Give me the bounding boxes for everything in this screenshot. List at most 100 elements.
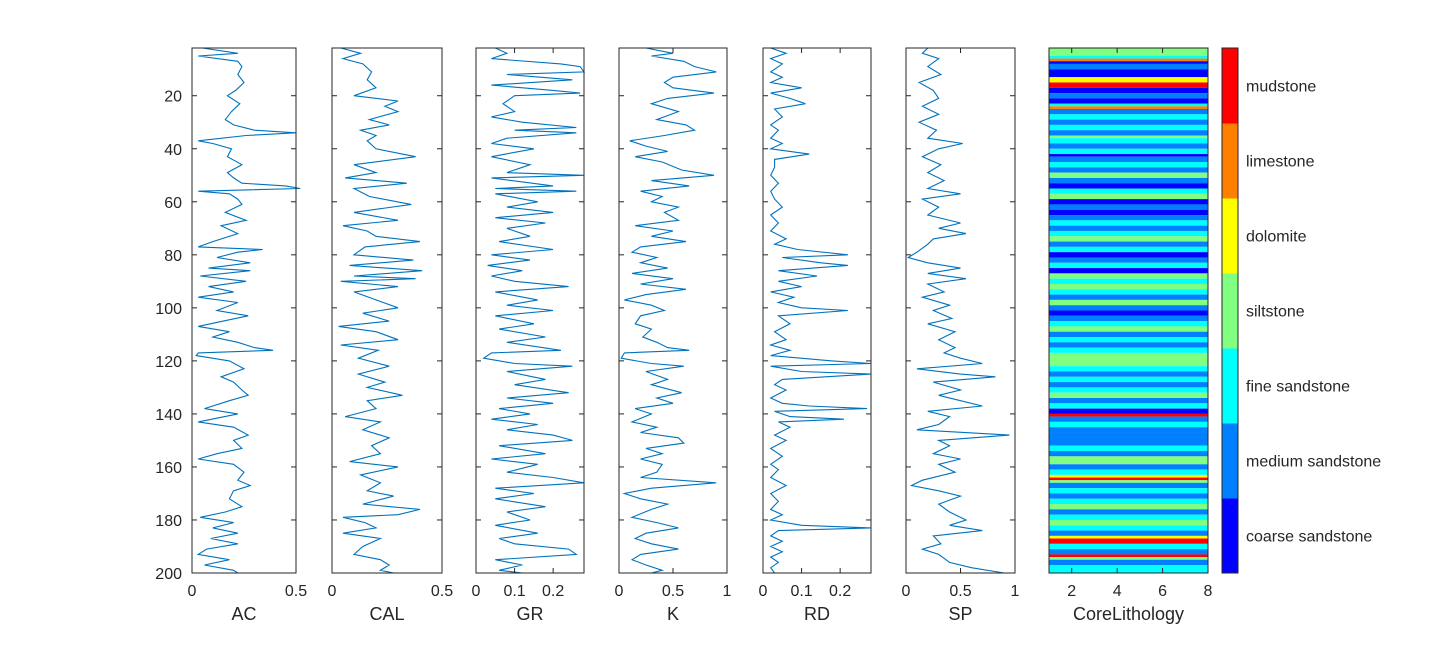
x-axis-label-gr: GR	[517, 604, 544, 624]
lithology-band	[1049, 299, 1208, 306]
lithology-band	[1049, 48, 1208, 56]
x-tick-label: 0.1	[790, 583, 812, 600]
lithology-band	[1049, 416, 1208, 422]
lithology-band	[1049, 488, 1208, 494]
lithology-band	[1049, 321, 1208, 327]
lithology-band	[1049, 445, 1208, 452]
lithology-band	[1049, 464, 1208, 470]
lithology-band	[1049, 549, 1208, 555]
lithology-band	[1049, 305, 1208, 311]
lithology-band	[1049, 77, 1208, 83]
colorbar-swatch	[1222, 198, 1238, 274]
x-tick-label: 2	[1067, 583, 1076, 600]
lithology-band	[1049, 408, 1208, 414]
lithology-band	[1049, 119, 1208, 125]
y-tick-label: 160	[155, 460, 182, 477]
lithology-band	[1049, 257, 1208, 263]
colorbar-label: limestone	[1246, 154, 1315, 171]
lithology-band	[1049, 326, 1208, 332]
lithology-colorbar: coarse sandstone medium sandstone fine san…	[1221, 47, 1381, 574]
lithology-band	[1049, 342, 1208, 348]
lithology-band	[1049, 283, 1208, 290]
x-tick-label: 0	[328, 583, 337, 600]
x-tick-label: 0	[902, 583, 911, 600]
log-curve-ac	[195, 47, 301, 574]
y-tick-label: 140	[155, 407, 182, 424]
x-tick-label: 8	[1204, 583, 1213, 600]
x-tick-label: 6	[1158, 583, 1167, 600]
lithology-band	[1049, 352, 1208, 367]
x-tick-label: 4	[1113, 583, 1122, 600]
core-lithology-panel: 2 4 6 8 CoreLithology	[1048, 47, 1213, 624]
lithology-band	[1049, 246, 1208, 253]
colorbar-swatch	[1222, 273, 1238, 349]
lithology-band	[1049, 93, 1208, 99]
panel-gr: 0 0.1 0.2 GR	[472, 47, 586, 624]
axes-frame	[1048, 47, 1209, 574]
colorbar-label: dolomite	[1246, 229, 1307, 246]
lithology-band	[1049, 273, 1208, 279]
lithology-band	[1049, 294, 1208, 300]
colorbar-swatch	[1222, 48, 1238, 124]
lithology-band	[1049, 469, 1208, 475]
colorbar-swatch	[1222, 123, 1238, 199]
lithology-band	[1049, 177, 1208, 184]
lithology-band	[1049, 376, 1208, 383]
x-axis-label-k: K	[667, 604, 679, 624]
lithology-band	[1049, 124, 1208, 131]
log-curve-cal	[338, 47, 423, 574]
panel-corelithology: 2 4 6 8 CoreLithology	[1048, 47, 1213, 624]
x-tick-label: 0.1	[503, 583, 525, 600]
lithology-band	[1049, 392, 1208, 398]
lithology-band	[1049, 167, 1208, 173]
lithology-band	[1049, 230, 1208, 237]
lithology-band	[1049, 509, 1208, 515]
y-tick-label: 20	[164, 89, 182, 106]
x-axis-label-rd: RD	[804, 604, 830, 624]
lithology-band	[1049, 236, 1208, 242]
lithology-band	[1049, 199, 1208, 205]
lithology-band	[1049, 215, 1208, 221]
lithology-band	[1049, 204, 1208, 210]
x-tick-label: 0.2	[829, 583, 851, 600]
lithology-band	[1049, 519, 1208, 526]
axes-frame	[475, 47, 585, 574]
axes-frame	[762, 47, 872, 574]
lithology-band	[1049, 87, 1208, 94]
lithology-band	[1049, 413, 1208, 417]
x-tick-label: 1	[723, 583, 732, 600]
lithology-band	[1049, 106, 1208, 109]
y-tick-label: 100	[155, 301, 182, 318]
lithology-band	[1049, 565, 1208, 573]
lithology-band	[1049, 347, 1208, 353]
lithology-band	[1049, 156, 1208, 163]
lithology-band	[1049, 82, 1208, 88]
panel-ac: 0 0.5 20 40 60 80 100 120 140 160 180 200 AC	[155, 47, 307, 624]
lithology-band	[1049, 421, 1208, 428]
panel-cal: 0 0.5 CAL	[328, 47, 453, 624]
lithology-band	[1049, 225, 1208, 231]
lithology-band	[1049, 220, 1208, 226]
lithology-band	[1049, 535, 1208, 539]
x-tick-label: 0.5	[662, 583, 684, 600]
lithology-band	[1049, 278, 1208, 284]
lithology-band	[1049, 557, 1208, 560]
colorbar-label: fine sandstone	[1246, 379, 1350, 396]
colorbar-swatch	[1222, 423, 1238, 499]
lithology-band	[1049, 69, 1208, 78]
lithology-band	[1049, 559, 1208, 566]
lithology-band	[1049, 554, 1208, 558]
panel-sp: 0 0.5 1 SP	[902, 47, 1020, 624]
x-tick-label: 0.5	[949, 583, 971, 600]
lithology-band	[1049, 543, 1208, 550]
lithology-band	[1049, 456, 1208, 465]
colorbar-swatch	[1222, 348, 1238, 424]
lithology-band	[1049, 403, 1208, 409]
panel-rd: 0 0.1 0.2 RD	[759, 47, 872, 624]
lithology-band	[1049, 538, 1208, 544]
lithology-band	[1049, 337, 1208, 343]
lithology-band	[1049, 432, 1208, 446]
lithology-band	[1049, 398, 1208, 404]
lithology-band	[1049, 241, 1208, 247]
